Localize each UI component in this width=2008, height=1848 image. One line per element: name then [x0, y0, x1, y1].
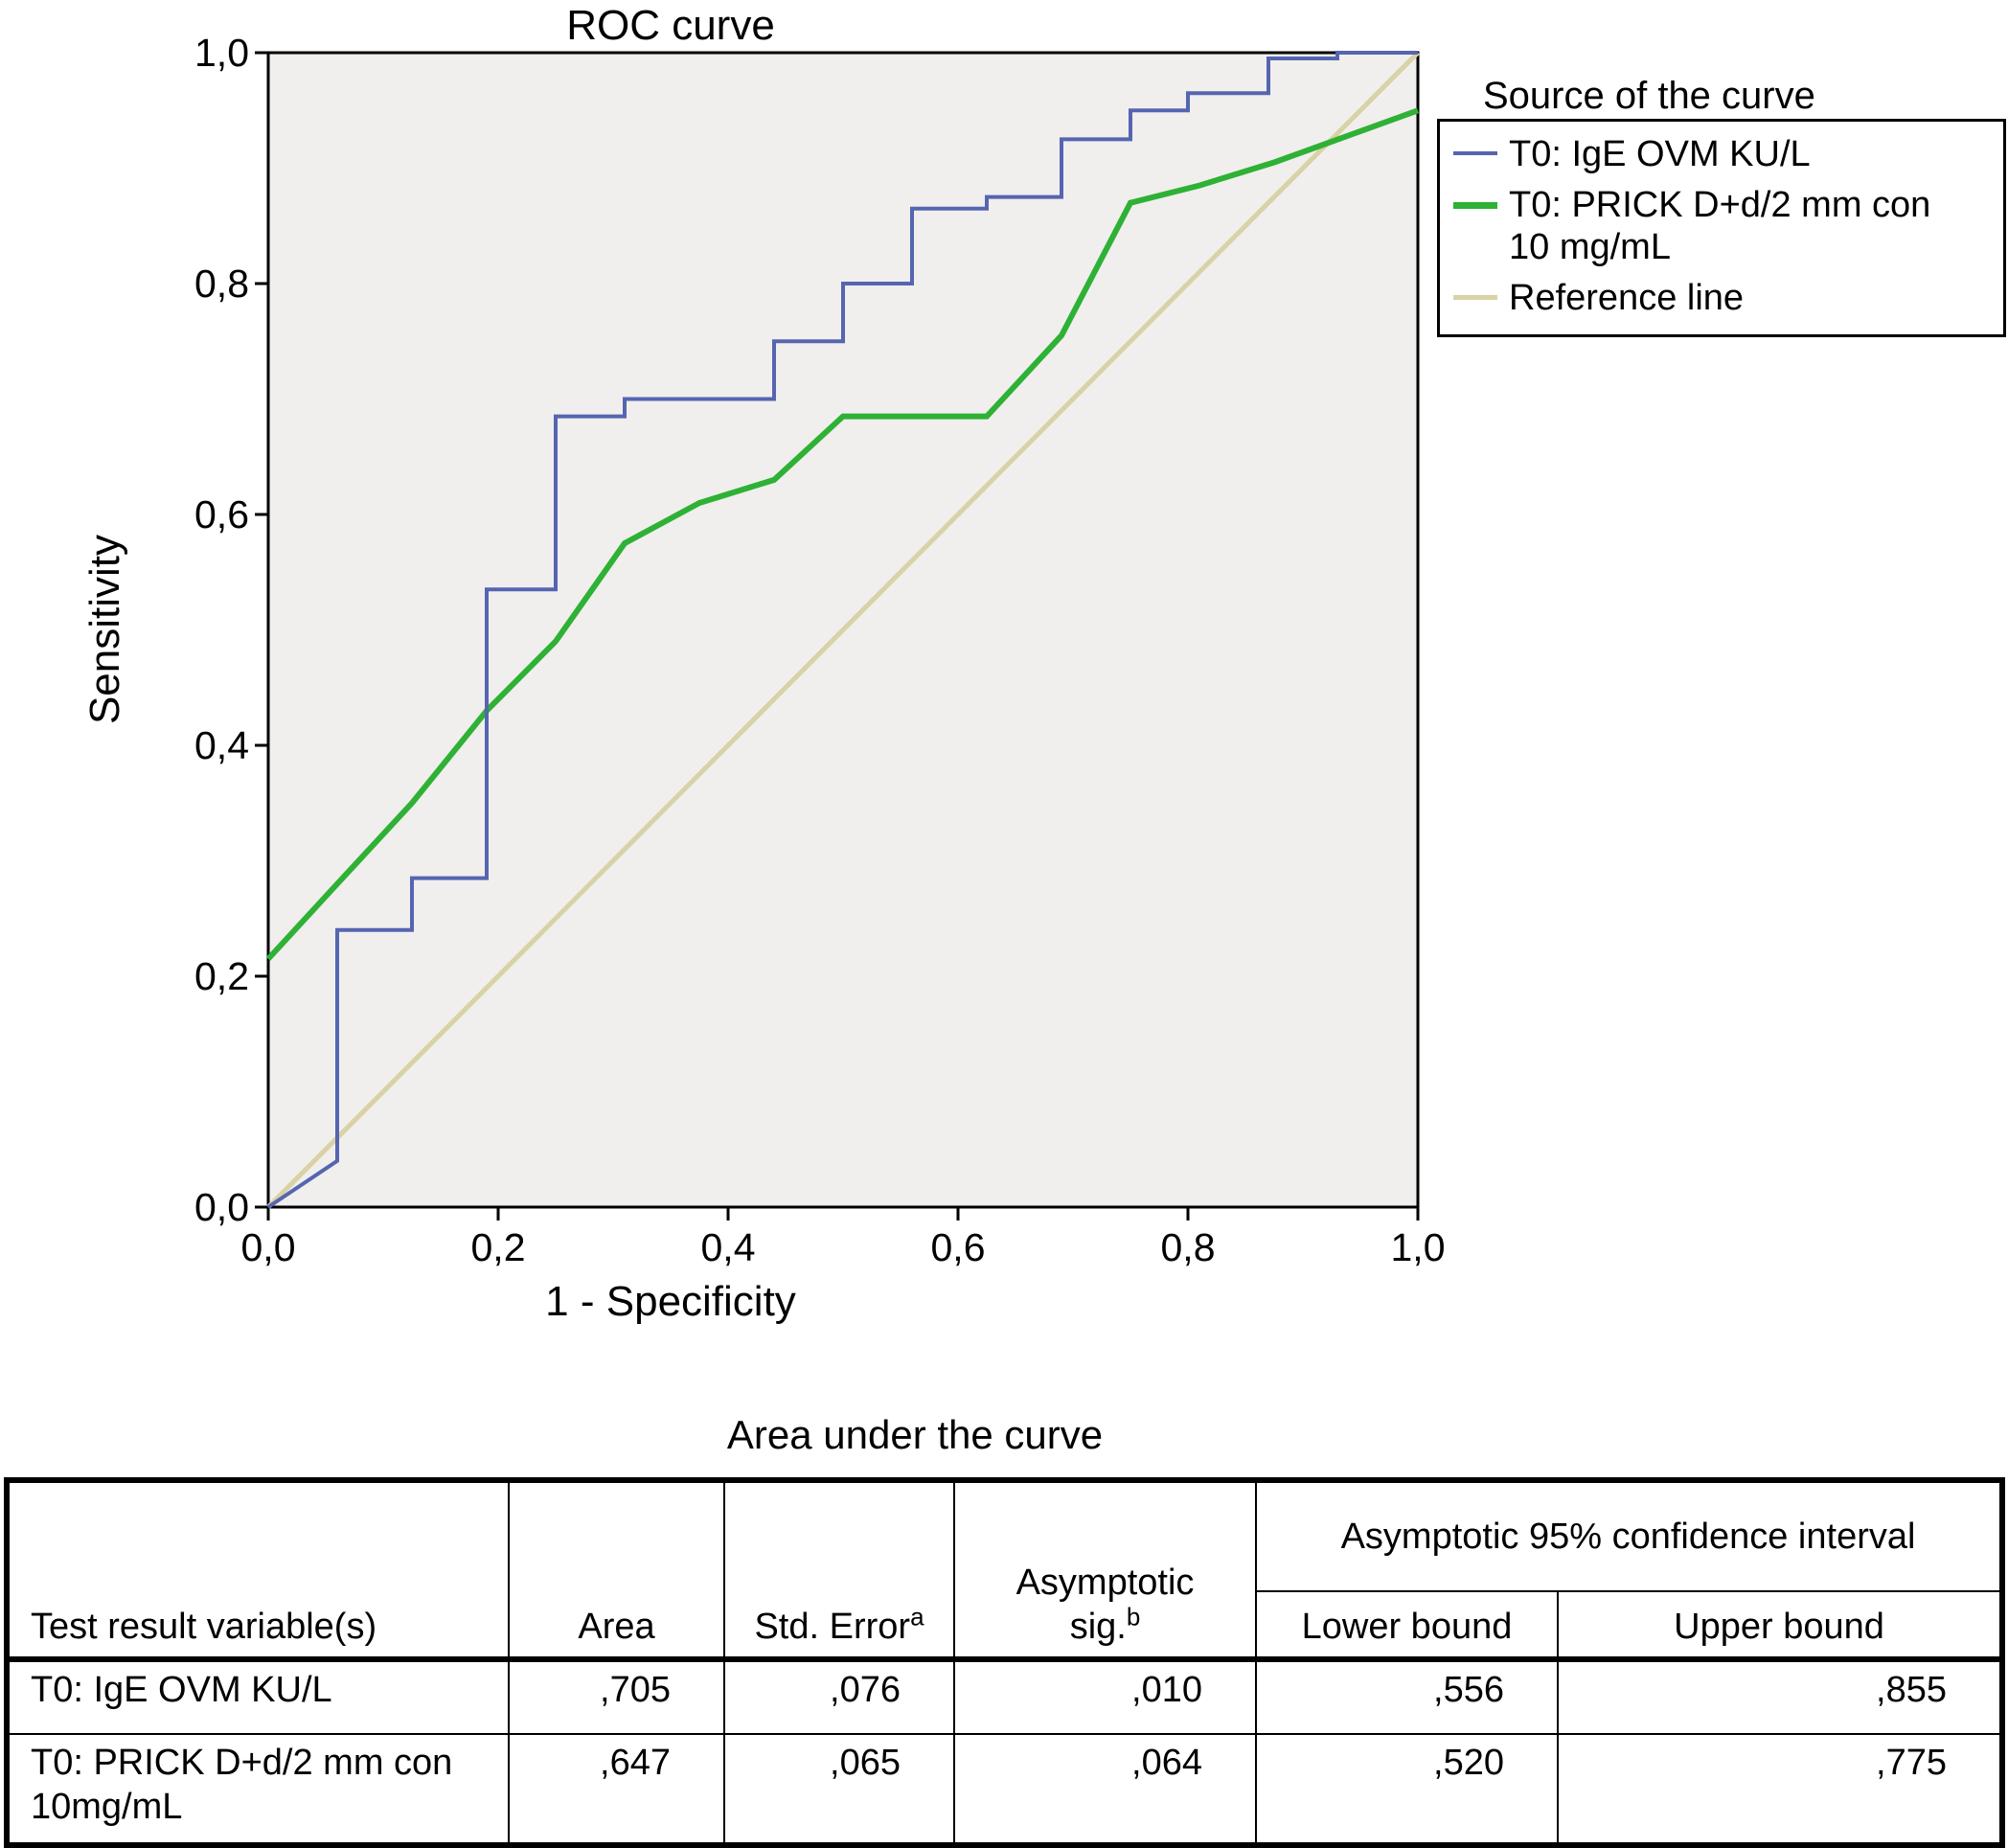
sig-label-line2: sig.b: [1069, 1602, 1141, 1647]
x-tick-label: 0,8: [1160, 1225, 1216, 1269]
y-tick-label: 0,8: [194, 262, 249, 306]
table-header-row-bounds: Lower bound Upper bound: [7, 1590, 2004, 1662]
legend-entry-reference: Reference line: [1453, 277, 1996, 319]
y-tick-label: 0,0: [194, 1185, 249, 1229]
legend-label-reference: Reference line: [1509, 278, 1745, 318]
col-header-variable: Test result variable(s): [6, 1479, 510, 1662]
cell-area: ,705: [508, 1658, 725, 1735]
y-tick-label: 1,0: [194, 31, 249, 75]
group-header-confidence-interval: Asymptotic 95% confidence interval: [1254, 1479, 2004, 1592]
y-tick-label: 0,6: [194, 492, 249, 536]
x-axis-label: 1 - Specificity: [545, 1278, 796, 1325]
col-header-asymptotic-sig: Asymptotic sig.b: [953, 1479, 1257, 1662]
x-tick-label: 1,0: [1390, 1225, 1446, 1269]
legend: T0: IgE OVM KU/L T0: PRICK D+d/2 mm con …: [1437, 119, 2006, 337]
roc-curves: [265, 51, 1420, 1209]
col-header-lower-bound: Lower bound: [1255, 1590, 1559, 1662]
table-header-row-top: Test result variable(s) Area Std. Errora…: [6, 1479, 2004, 1662]
std-error-label: Std. Error: [754, 1607, 911, 1647]
x-tick-label: 0,6: [930, 1225, 986, 1269]
x-tick-label: 0,2: [470, 1225, 526, 1269]
sig-label-line1: Asymptotic: [1015, 1563, 1195, 1603]
y-tick-label: 0,2: [194, 954, 249, 998]
table-title: Area under the curve: [726, 1412, 1104, 1457]
y-axis-label: Sensitivity: [81, 534, 128, 725]
legend-entry-prick: T0: PRICK D+d/2 mm con 10 mg/mL: [1453, 184, 1996, 268]
legend-line-swatch-ige: [1453, 151, 1497, 155]
cell-area: ,647: [508, 1733, 725, 1846]
axis-ticks: [255, 51, 1420, 1221]
table-row: T0: PRICK D+d/2 mm con 10mg/mL ,647 ,065…: [6, 1733, 2004, 1846]
roc-series-ige: [266, 51, 1418, 1209]
roc-chart: ROC curve Sensitivity 1 - Specificity 0,…: [81, 2, 2006, 1325]
cell-upper-bound: ,855: [1556, 1658, 2004, 1735]
cell-variable: T0: IgE OVM KU/L: [6, 1658, 510, 1735]
cell-lower-bound: ,556: [1255, 1658, 1559, 1735]
x-tick-label: 0,4: [700, 1225, 756, 1269]
col-header-upper-bound: Upper bound: [1556, 1590, 2004, 1662]
cell-upper-bound: ,775: [1556, 1733, 2004, 1846]
cell-std-error: ,076: [723, 1658, 955, 1735]
cell-sig: ,010: [953, 1658, 1257, 1735]
legend-line-swatch-reference: [1453, 295, 1497, 300]
legend-label-ige: T0: IgE OVM KU/L: [1509, 134, 1811, 174]
cell-variable: T0: PRICK D+d/2 mm con 10mg/mL: [6, 1733, 510, 1846]
footnote-marker-b: b: [1126, 1602, 1141, 1631]
col-header-area: Area: [508, 1479, 725, 1662]
legend-title: Source of the curve: [1483, 75, 1815, 117]
roc-series-prick: [265, 107, 1420, 961]
x-tick-label: 0,0: [240, 1225, 296, 1269]
legend-line-swatch-prick: [1453, 202, 1497, 209]
legend-entry-ige: T0: IgE OVM KU/L: [1453, 133, 1996, 175]
cell-sig: ,064: [953, 1733, 1257, 1846]
cell-lower-bound: ,520: [1255, 1733, 1559, 1846]
legend-label-prick: T0: PRICK D+d/2 mm con 10 mg/mL: [1509, 185, 1931, 267]
table-row: T0: IgE OVM KU/L ,705 ,076 ,010 ,556 ,85…: [6, 1658, 2004, 1735]
footnote-marker-a: a: [910, 1602, 924, 1631]
auc-table: Test result variable(s) Area Std. Errora…: [4, 1477, 2006, 1848]
col-header-std-error: Std. Errora: [723, 1479, 955, 1662]
roc-plot-svg: [255, 51, 1420, 1221]
cell-std-error: ,065: [723, 1733, 955, 1846]
roc-series-reference: [266, 51, 1420, 1209]
y-tick-label: 0,4: [194, 723, 249, 767]
chart-title: ROC curve: [566, 2, 775, 49]
